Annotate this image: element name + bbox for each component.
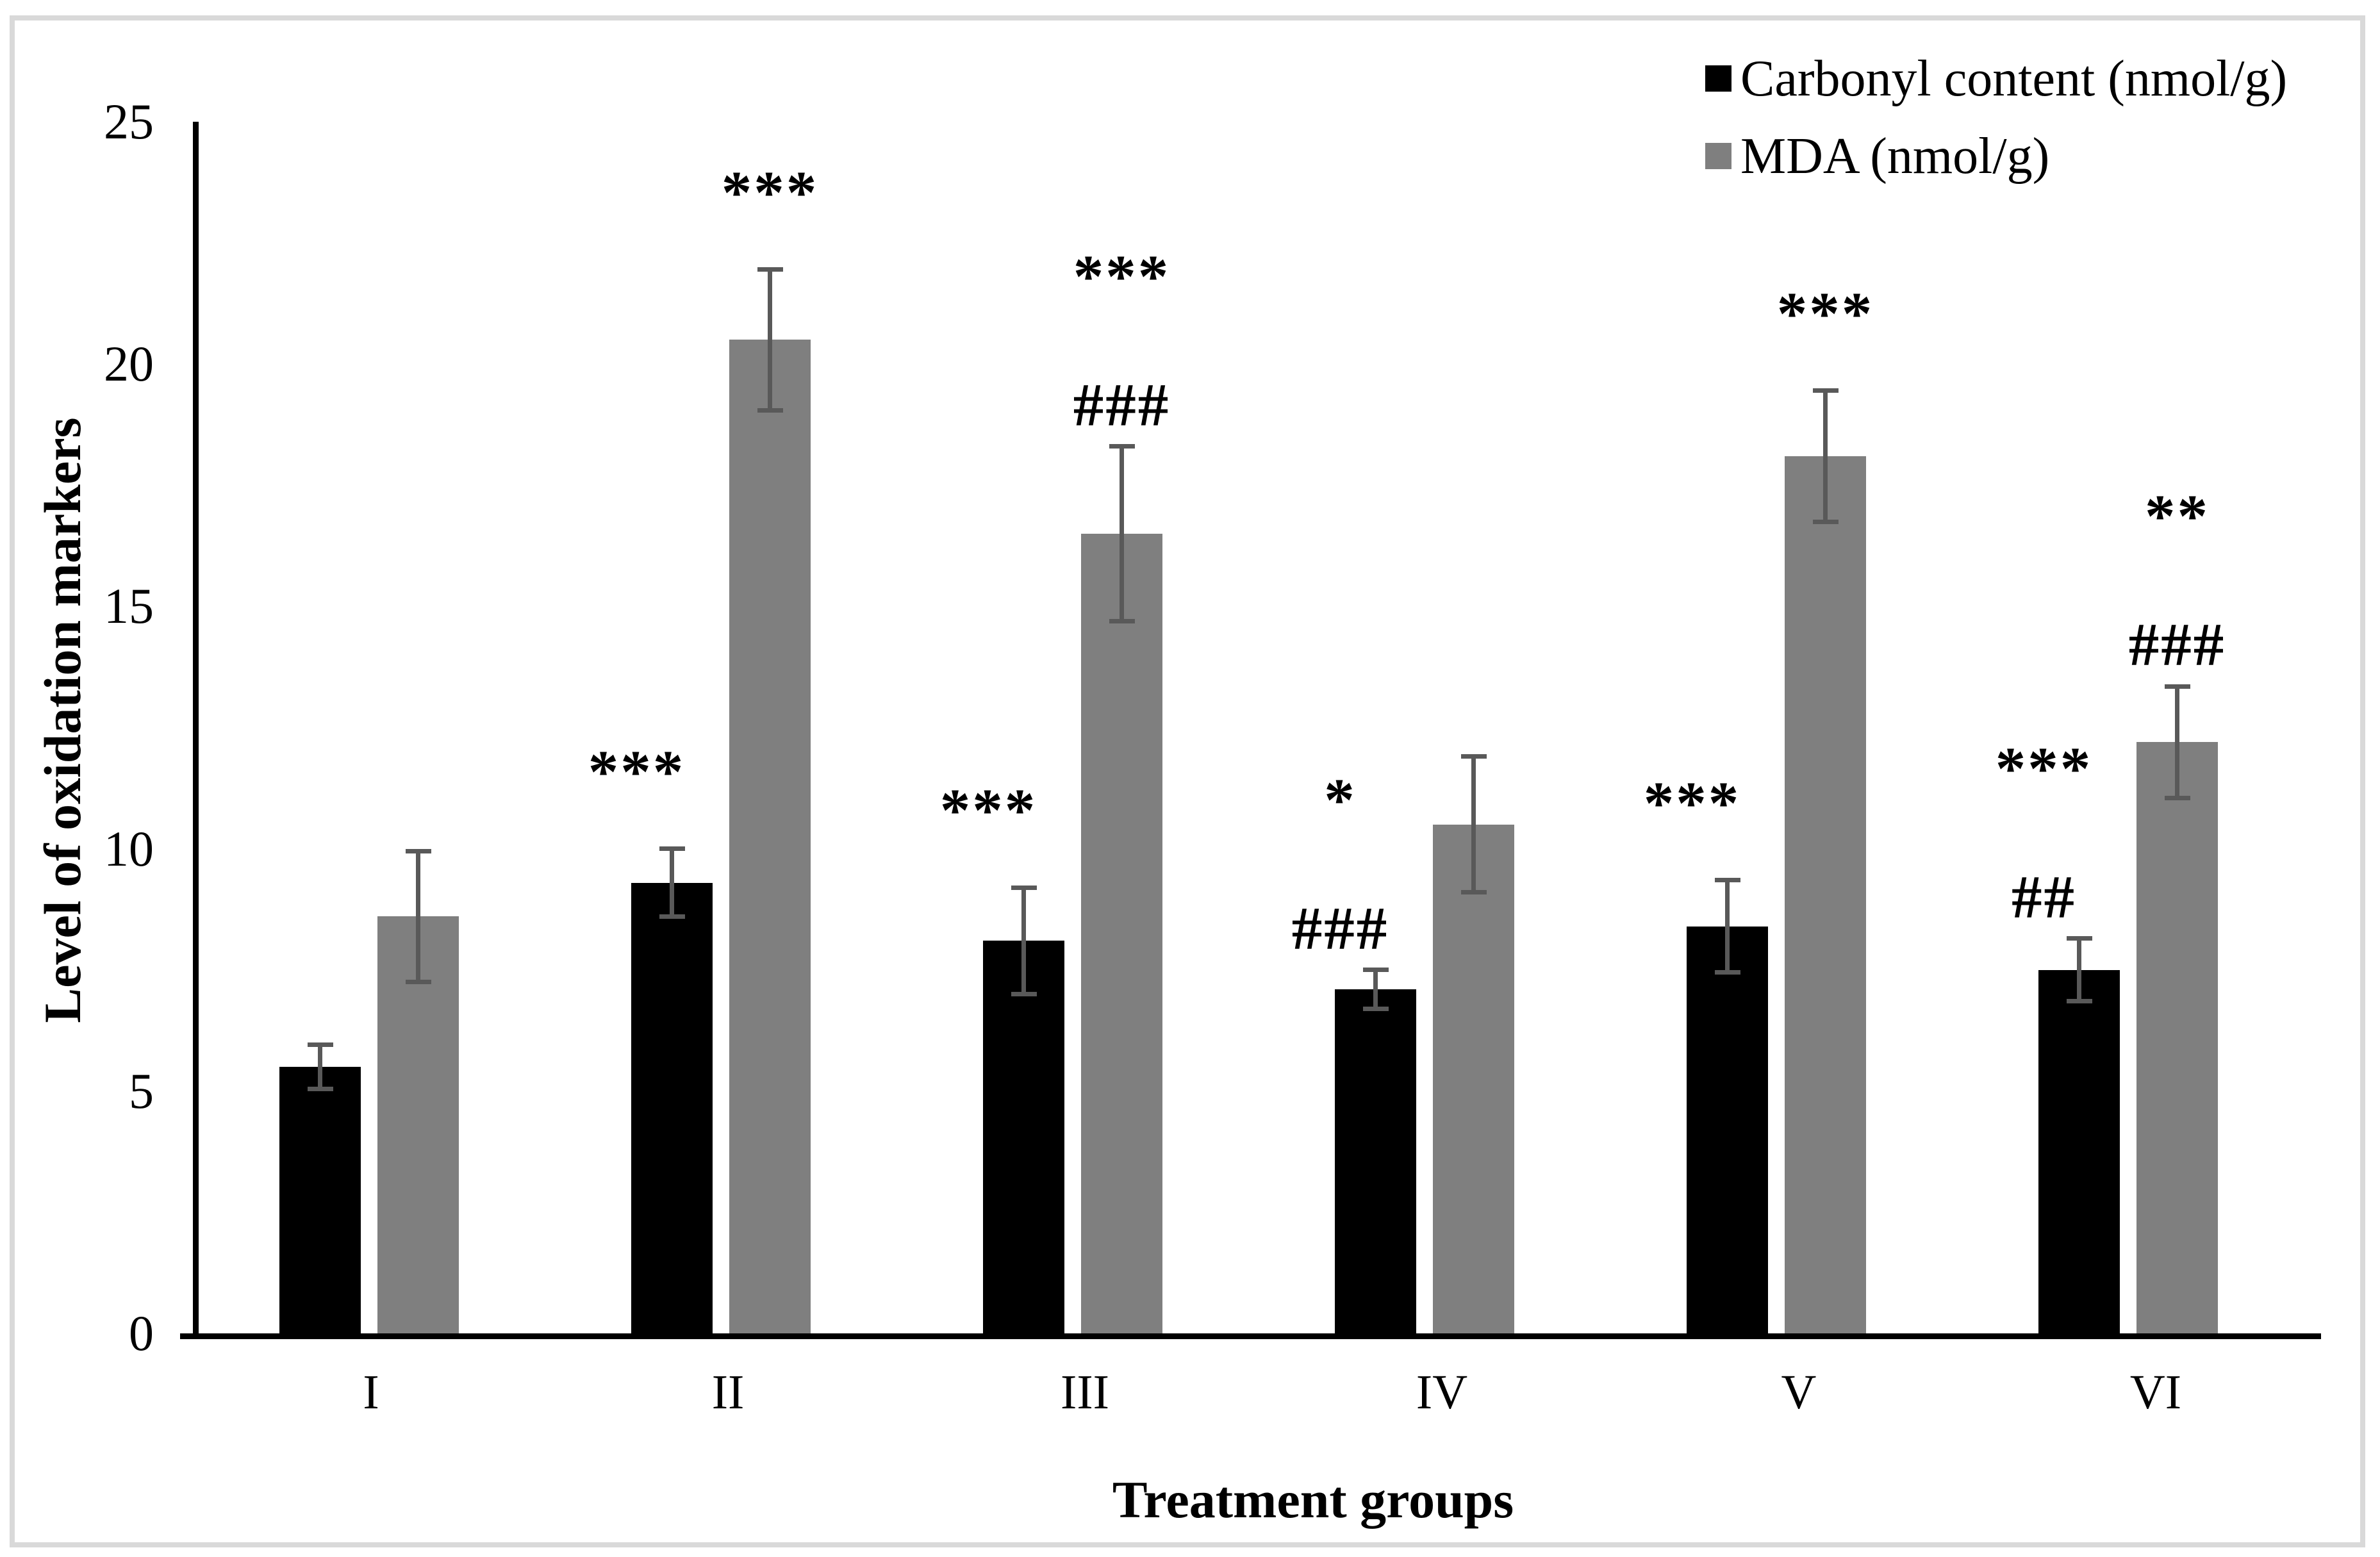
error-bar-stem-mda-V — [1823, 390, 1828, 522]
error-bar-cap-bottom-carbonyl-II — [659, 914, 685, 919]
significance-mda-II: *** — [721, 158, 819, 227]
x-tick-label-IV: IV — [1416, 1365, 1468, 1419]
significance-carbonyl-IV-top: * — [1324, 766, 1357, 834]
y-axis-title: Level of oxidation markers — [33, 417, 92, 1023]
error-bar-cap-top-carbonyl-I — [307, 1042, 333, 1048]
error-bar-cap-bottom-mda-III — [1109, 618, 1135, 623]
significance-mda-VI-top: ** — [2145, 482, 2210, 550]
legend-swatch-mda-icon — [1705, 143, 1731, 169]
y-tick-label-25: 25 — [104, 94, 154, 149]
error-bar-cap-top-carbonyl-V — [1714, 878, 1740, 883]
y-tick-label-0: 0 — [129, 1305, 154, 1361]
bar-mda-II — [729, 340, 811, 1333]
figure-border — [10, 15, 2365, 1547]
error-bar-cap-top-mda-IV — [1460, 754, 1487, 759]
bar-carbonyl-V — [1687, 926, 1768, 1333]
bar-carbonyl-III — [983, 941, 1064, 1333]
x-axis-title: Treatment groups — [1112, 1470, 1514, 1529]
error-bar-cap-top-mda-I — [405, 848, 431, 853]
significance-mda-VI-bottom: ### — [2128, 610, 2226, 679]
legend-label-carbonyl: Carbonyl content (nmol/g) — [1740, 50, 2288, 107]
significance-carbonyl-II: *** — [588, 737, 686, 806]
x-tick-label-VI: VI — [2129, 1365, 2182, 1419]
significance-carbonyl-V: *** — [1643, 769, 1741, 837]
error-bar-cap-bottom-mda-II — [757, 408, 783, 413]
significance-carbonyl-IV-bottom: ### — [1291, 894, 1389, 962]
y-tick-label-5: 5 — [129, 1062, 154, 1119]
error-bar-stem-carbonyl-III — [1021, 887, 1026, 994]
legend-label-mda: MDA (nmol/g) — [1740, 128, 2050, 185]
y-tick-label-20: 20 — [104, 336, 154, 392]
error-bar-stem-carbonyl-I — [318, 1044, 322, 1089]
bar-mda-III — [1081, 533, 1162, 1333]
bar-carbonyl-IV — [1335, 989, 1416, 1333]
error-bar-stem-mda-IV — [1471, 756, 1476, 893]
x-axis-line — [180, 1333, 2321, 1339]
error-bar-cap-bottom-carbonyl-IV — [1362, 1006, 1389, 1011]
error-bar-cap-bottom-carbonyl-VI — [2066, 999, 2092, 1004]
significance-mda-III-bottom: ### — [1073, 370, 1171, 439]
error-bar-stem-carbonyl-V — [1725, 880, 1730, 973]
legend-item-carbonyl: Carbonyl content (nmol/g) — [1705, 40, 2287, 117]
error-bar-cap-bottom-mda-V — [1812, 519, 1839, 524]
error-bar-cap-top-carbonyl-VI — [2066, 936, 2092, 941]
y-tick-label-10: 10 — [104, 820, 154, 877]
error-bar-cap-top-mda-V — [1812, 388, 1839, 393]
significance-carbonyl-VI-top: *** — [1995, 734, 2093, 803]
bar-mda-I — [377, 916, 459, 1333]
y-axis-line — [193, 122, 199, 1339]
legend-item-mda: MDA (nmol/g) — [1705, 117, 2287, 195]
bar-mda-IV — [1433, 824, 1514, 1333]
bar-mda-V — [1785, 456, 1866, 1333]
bar-carbonyl-VI — [2038, 969, 2120, 1333]
legend-swatch-carbonyl-icon — [1705, 65, 1731, 92]
x-tick-label-I: I — [363, 1365, 379, 1419]
x-tick-label-V: V — [1781, 1365, 1817, 1419]
error-bar-cap-bottom-mda-I — [405, 980, 431, 985]
error-bar-stem-carbonyl-VI — [2077, 938, 2081, 1001]
significance-mda-V: *** — [1776, 279, 1874, 348]
error-bar-cap-top-carbonyl-III — [1011, 885, 1037, 890]
error-bar-cap-top-mda-II — [757, 267, 783, 272]
significance-mda-III-top: *** — [1073, 242, 1171, 311]
legend: Carbonyl content (nmol/g) MDA (nmol/g) — [1705, 40, 2287, 195]
error-bar-cap-bottom-carbonyl-I — [307, 1086, 333, 1091]
error-bar-cap-bottom-carbonyl-III — [1011, 992, 1037, 997]
error-bar-cap-top-mda-III — [1109, 444, 1135, 449]
error-bar-stem-mda-VI — [2175, 686, 2179, 798]
error-bar-stem-mda-II — [768, 269, 772, 411]
error-bar-cap-top-mda-VI — [2164, 684, 2190, 689]
error-bar-stem-carbonyl-II — [670, 848, 674, 917]
error-bar-cap-bottom-mda-IV — [1460, 890, 1487, 895]
error-bar-cap-bottom-carbonyl-V — [1714, 969, 1740, 975]
error-bar-stem-mda-III — [1120, 446, 1124, 622]
bar-carbonyl-II — [631, 882, 713, 1333]
y-tick-label-15: 15 — [104, 578, 154, 634]
error-bar-cap-top-carbonyl-II — [659, 846, 685, 852]
bar-carbonyl-I — [279, 1066, 361, 1333]
x-tick-label-III: III — [1061, 1365, 1109, 1419]
error-bar-stem-mda-I — [416, 851, 420, 982]
bar-mda-VI — [2136, 742, 2218, 1333]
error-bar-cap-top-carbonyl-IV — [1362, 968, 1389, 973]
significance-carbonyl-III: *** — [939, 776, 1037, 844]
x-tick-label-II: II — [711, 1365, 745, 1419]
error-bar-stem-carbonyl-IV — [1373, 969, 1378, 1009]
significance-carbonyl-VI-bottom: ## — [2012, 862, 2076, 931]
error-bar-cap-bottom-mda-VI — [2164, 795, 2190, 800]
